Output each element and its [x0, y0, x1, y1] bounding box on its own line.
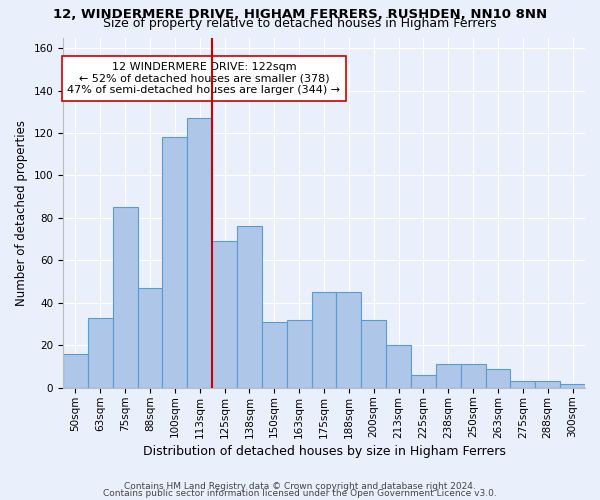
Text: Size of property relative to detached houses in Higham Ferrers: Size of property relative to detached ho…: [103, 18, 497, 30]
Bar: [361, 320, 386, 388]
Bar: [386, 346, 411, 388]
Bar: [436, 364, 461, 388]
Text: Contains HM Land Registry data © Crown copyright and database right 2024.: Contains HM Land Registry data © Crown c…: [124, 482, 476, 491]
Text: 12, WINDERMERE DRIVE, HIGHAM FERRERS, RUSHDEN, NN10 8NN: 12, WINDERMERE DRIVE, HIGHAM FERRERS, RU…: [53, 8, 547, 20]
Bar: [237, 226, 262, 388]
Bar: [212, 242, 237, 388]
Bar: [311, 292, 337, 388]
Bar: [113, 208, 137, 388]
Bar: [560, 384, 585, 388]
Text: 12 WINDERMERE DRIVE: 122sqm
← 52% of detached houses are smaller (378)
47% of se: 12 WINDERMERE DRIVE: 122sqm ← 52% of det…: [67, 62, 341, 95]
Bar: [137, 288, 163, 388]
Bar: [287, 320, 311, 388]
X-axis label: Distribution of detached houses by size in Higham Ferrers: Distribution of detached houses by size …: [143, 444, 505, 458]
Bar: [485, 368, 511, 388]
Bar: [262, 322, 287, 388]
Bar: [337, 292, 361, 388]
Y-axis label: Number of detached properties: Number of detached properties: [15, 120, 28, 306]
Bar: [411, 375, 436, 388]
Bar: [187, 118, 212, 388]
Bar: [535, 382, 560, 388]
Bar: [461, 364, 485, 388]
Bar: [88, 318, 113, 388]
Bar: [163, 138, 187, 388]
Bar: [511, 382, 535, 388]
Bar: [63, 354, 88, 388]
Text: Contains public sector information licensed under the Open Government Licence v3: Contains public sector information licen…: [103, 490, 497, 498]
